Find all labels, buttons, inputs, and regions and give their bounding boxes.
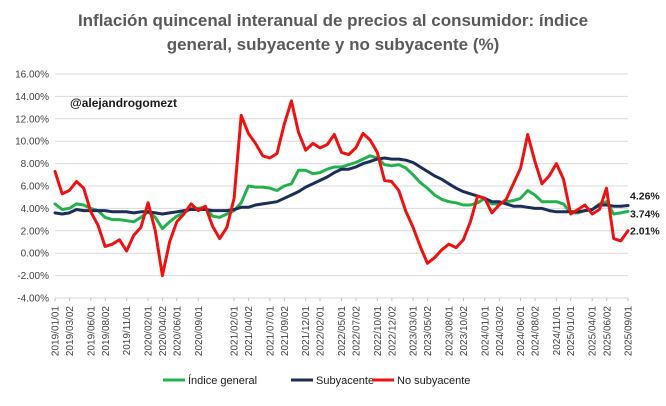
x-tick-label: 2025/06/02 xyxy=(602,306,613,356)
x-tick-label: 2022/07/02 xyxy=(352,306,363,356)
y-tick-label: 0.00% xyxy=(21,249,49,260)
chart-title-line-2: general, subyacente y no subyacente (%) xyxy=(167,35,500,54)
end-labels: 3.74% 4.26% 2.01% xyxy=(630,190,660,237)
y-tick-label: -2.00% xyxy=(17,271,49,282)
x-tick-label: 2019/11/01 xyxy=(122,306,133,356)
series-line-no-subyacente xyxy=(53,99,630,278)
legend: Índice general Subyacente No subyacente xyxy=(163,374,470,387)
x-tick-label: 2019/03/02 xyxy=(65,306,76,356)
x-tick-label: 2022/10/01 xyxy=(373,306,384,356)
x-tick-label: 2020/04/02 xyxy=(158,306,169,356)
x-tick-label: 2021/07/01 xyxy=(265,306,276,356)
x-axis-ticks: 2019/01/01 2019/03/02 2019/06/01 2019/08/02… xyxy=(51,298,635,356)
x-tick-label: 2021/04/02 xyxy=(244,306,255,356)
x-tick-label: 2025/01/01 xyxy=(566,306,577,356)
x-tick-label: 2019/08/02 xyxy=(101,306,112,356)
end-label: 2.01% xyxy=(630,226,660,238)
y-tick-label: 6.00% xyxy=(21,182,49,193)
author-annotation: @alejandrogomezt xyxy=(70,96,177,110)
legend-label: No subyacente xyxy=(397,375,470,387)
x-tick-label: 2023/08/01 xyxy=(444,306,455,356)
x-tick-label: 2023/05/02 xyxy=(423,306,434,356)
y-tick-label: 10.00% xyxy=(15,137,49,148)
x-tick-label: 2021/12/01 xyxy=(301,306,312,356)
x-tick-label: 2019/06/01 xyxy=(86,306,97,356)
x-tick-label: 2022/02/01 xyxy=(316,306,327,356)
x-tick-label: 2023/10/02 xyxy=(459,306,470,356)
legend-label: Subyacente xyxy=(316,375,374,387)
y-axis-ticks: 16.00% 14.00% 12.00% 10.00% 8.00% 6.00% 4.00% 2… xyxy=(15,70,49,305)
end-label: 4.26% xyxy=(630,190,660,202)
y-tick-label: 2.00% xyxy=(21,226,49,237)
x-tick-label: 2024/03/02 xyxy=(495,306,506,356)
x-tick-label: 2025/09/01 xyxy=(624,306,635,356)
x-tick-label: 2024/06/01 xyxy=(516,306,527,356)
y-tick-label: 14.00% xyxy=(15,92,49,103)
y-tick-label: 4.00% xyxy=(21,204,49,215)
x-tick-label: 2022/05/01 xyxy=(337,306,348,356)
x-tick-label: 2020/09/01 xyxy=(194,306,205,356)
x-tick-label: 2021/09/02 xyxy=(280,306,291,356)
series-line-indice-general xyxy=(53,154,630,231)
x-tick-label: 2024/08/02 xyxy=(531,306,542,356)
series-lines xyxy=(53,99,630,278)
x-tick-label: 2024/01/01 xyxy=(480,306,491,356)
y-tick-label: 16.00% xyxy=(15,70,49,81)
x-tick-label: 2025/04/01 xyxy=(588,306,599,356)
x-tick-label: 2021/02/01 xyxy=(230,306,241,356)
x-tick-label: 2022/12/02 xyxy=(387,306,398,356)
x-tick-label: 2020/06/01 xyxy=(172,306,183,356)
x-tick-label: 2023/03/01 xyxy=(409,306,420,356)
x-tick-label: 2019/01/01 xyxy=(51,306,62,356)
y-tick-label: -4.00% xyxy=(17,294,49,305)
y-tick-label: 8.00% xyxy=(21,159,49,170)
x-tick-label: 2020/02/01 xyxy=(144,306,155,356)
chart-title-line-1: Inflación quincenal interanual de precio… xyxy=(78,11,588,30)
y-tick-label: 12.00% xyxy=(15,114,49,125)
x-tick-label: 2024/11/01 xyxy=(552,306,563,356)
legend-label: Índice general xyxy=(188,374,257,387)
end-label: 3.74% xyxy=(630,208,660,220)
